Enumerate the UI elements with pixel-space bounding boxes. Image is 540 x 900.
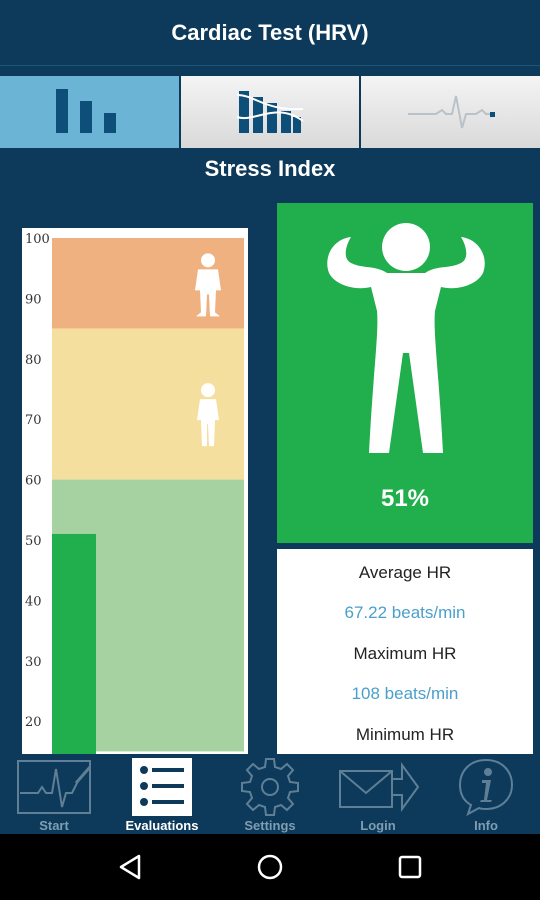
y-tick-label-1: 90 [25,292,42,307]
stress-result-panel: 51% [277,203,533,543]
y-tick-label-4: 60 [25,474,42,489]
stress-index-chart: 100 90 80 70 60 50 40 30 20 [22,228,248,754]
bottom-navigation: Start Evaluations [0,754,540,834]
recent-apps-icon[interactable] [395,852,425,882]
gear-icon [241,758,299,816]
stress-chart-svg: 100 90 80 70 60 50 40 30 20 [25,232,244,754]
info-icon [458,758,514,817]
nav-info-label: Info [474,818,498,833]
view-tabs [0,76,540,148]
heart-rate-panel: Average HR 67.22 beats/min Maximum HR 10… [277,549,533,754]
title-bar: Cardiac Test (HRV) [0,0,540,66]
y-tick-label-0: 100 [25,232,50,247]
back-icon[interactable] [115,852,145,882]
stressed-person-icon [195,253,221,317]
nav-login[interactable]: Login [324,754,432,834]
section-title: Stress Index [204,156,336,181]
nav-settings[interactable]: Settings [216,754,324,834]
normal-person-icon [197,383,219,447]
system-navigation-bar [0,834,540,900]
y-tick-label-3: 70 [25,413,42,428]
ecg-trace-icon [407,95,495,129]
tab-histogram[interactable] [180,76,362,148]
nav-evaluations-label: Evaluations [125,818,199,833]
stress-percentage: 51% [380,485,430,512]
nav-start-label: Start [39,818,69,833]
tab-bar-chart[interactable] [0,76,181,148]
nav-login-label: Login [360,818,396,833]
y-tick-label-6: 40 [25,594,42,609]
maximum-hr-value: 108 beats/min [351,684,459,703]
y-tick-label-8: 20 [25,715,42,730]
histogram-icon [236,91,304,133]
ecg-start-icon [17,760,92,814]
envelope-arrow-icon [339,761,420,813]
list-icon [132,758,192,816]
y-tick-label-7: 30 [25,655,42,670]
app-title: Cardiac Test (HRV) [171,19,369,45]
strong-person-icon [327,223,485,453]
minimum-hr-label: Minimum HR [355,725,455,744]
nav-evaluations[interactable]: Evaluations [108,754,216,834]
y-tick-label-5: 50 [25,534,42,549]
maximum-hr-label: Maximum HR [353,644,457,663]
home-icon[interactable] [255,852,285,882]
y-tick-label-2: 80 [25,353,42,368]
stress-bar-0 [52,533,96,754]
average-hr-value: 67.22 beats/min [344,603,466,622]
nav-settings-label: Settings [244,818,296,833]
average-hr-label: Average HR [358,563,452,582]
nav-start[interactable]: Start [0,754,108,834]
tab-ecg-trace[interactable] [361,76,540,148]
nav-info[interactable]: Info [432,754,540,834]
bar-chart-icon [56,89,117,133]
